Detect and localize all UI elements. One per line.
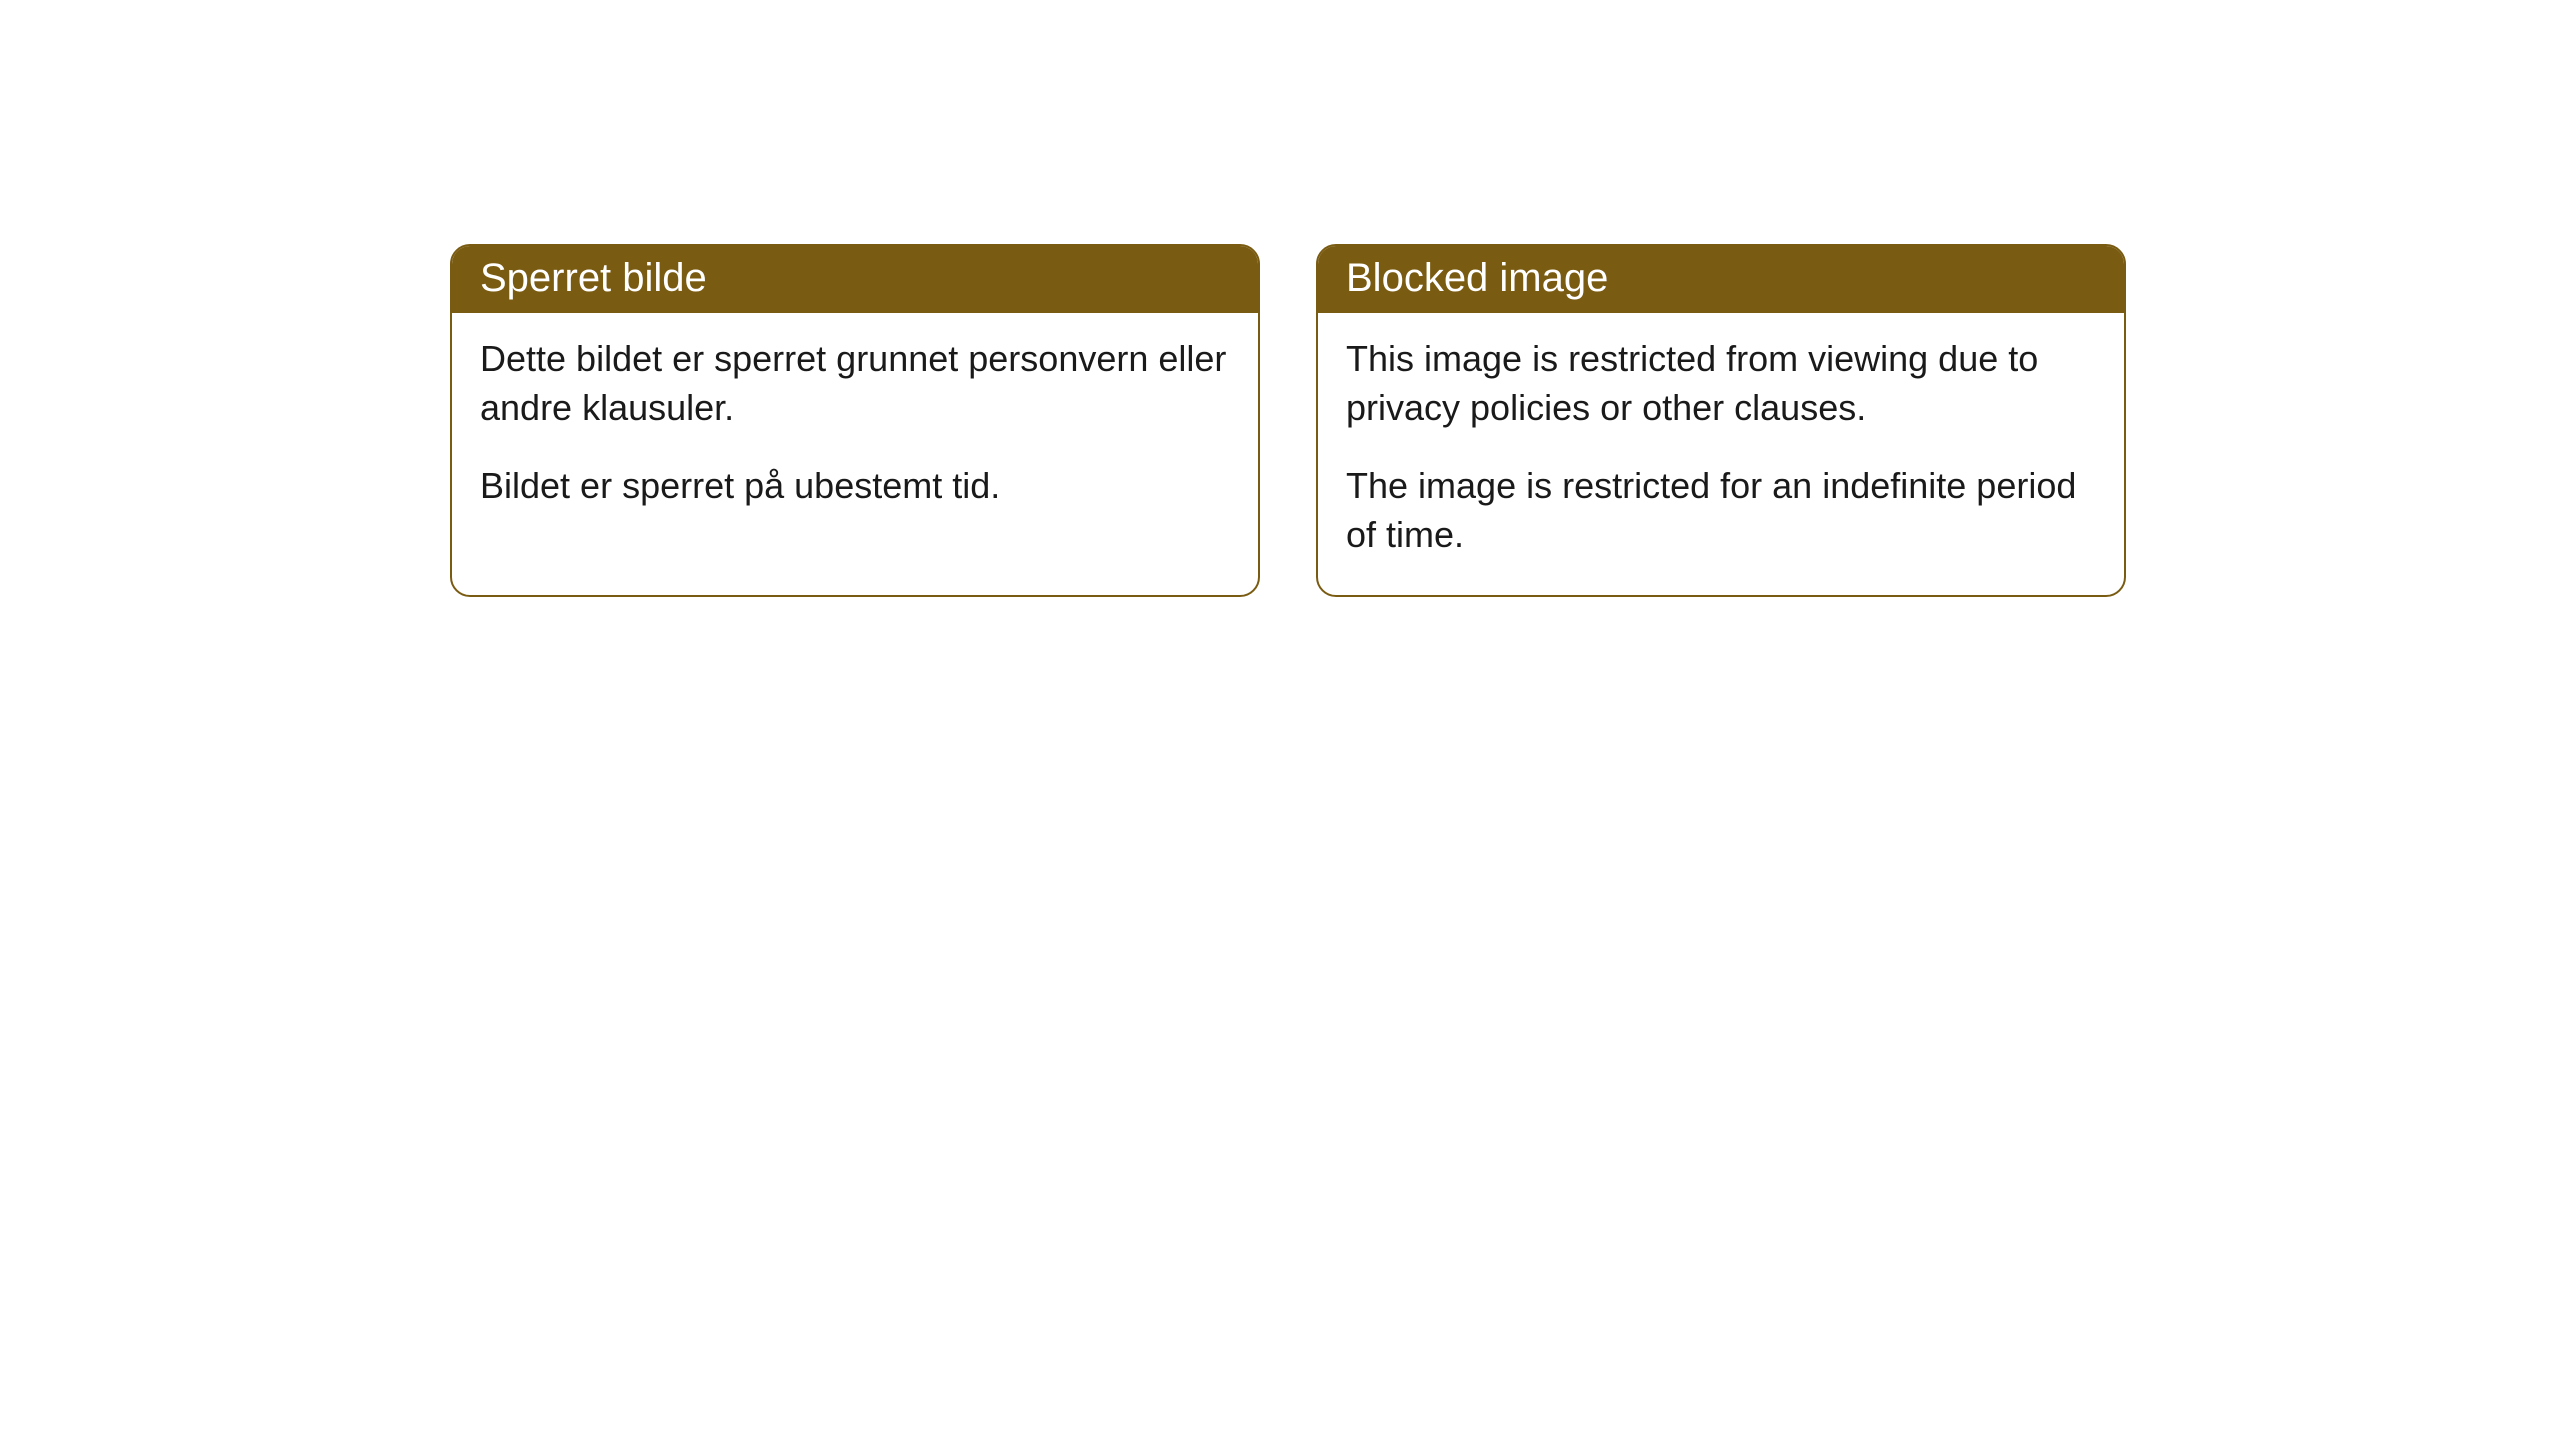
card-para2-no: Bildet er sperret på ubestemt tid. xyxy=(480,462,1230,511)
card-title-no: Sperret bilde xyxy=(480,256,707,300)
card-para1-en: This image is restricted from viewing du… xyxy=(1346,335,2096,432)
card-body-en: This image is restricted from viewing du… xyxy=(1318,313,2124,595)
card-body-no: Dette bildet er sperret grunnet personve… xyxy=(452,313,1258,547)
card-title-en: Blocked image xyxy=(1346,256,1608,300)
blocked-image-card-en: Blocked image This image is restricted f… xyxy=(1316,244,2126,597)
card-header-no: Sperret bilde xyxy=(452,246,1258,313)
card-header-en: Blocked image xyxy=(1318,246,2124,313)
card-para1-no: Dette bildet er sperret grunnet personve… xyxy=(480,335,1230,432)
card-para2-en: The image is restricted for an indefinit… xyxy=(1346,462,2096,559)
cards-container: Sperret bilde Dette bildet er sperret gr… xyxy=(450,244,2126,597)
blocked-image-card-no: Sperret bilde Dette bildet er sperret gr… xyxy=(450,244,1260,597)
